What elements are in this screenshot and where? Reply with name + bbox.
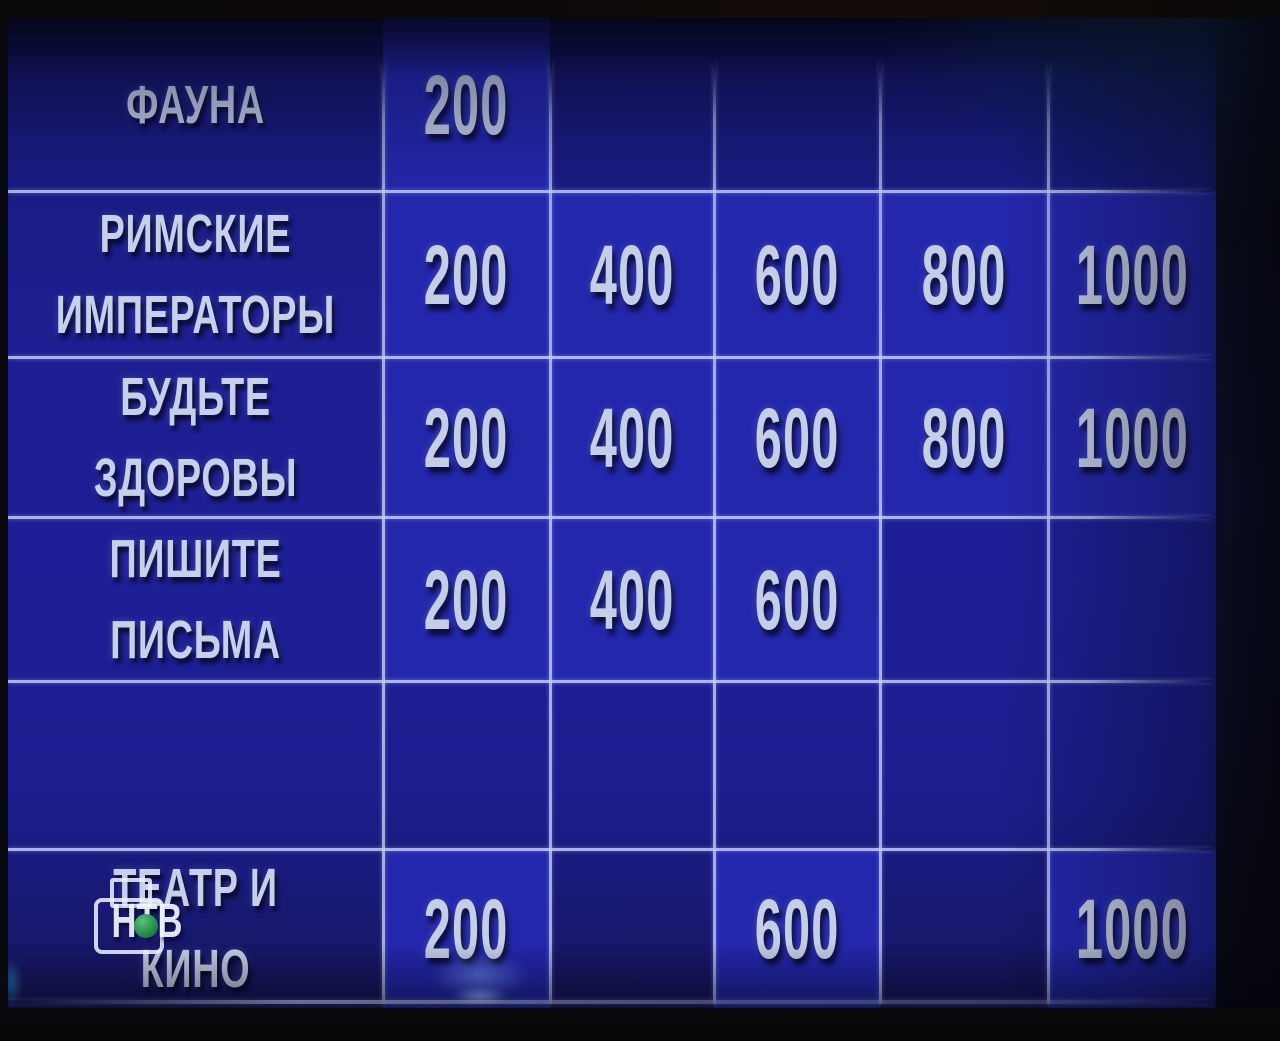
board-bottom-edge-line (8, 1000, 1212, 1004)
value-cell-empty (880, 518, 1048, 682)
ntv-logo-green-dot-icon (134, 914, 158, 938)
value-cell[interactable]: 800 (880, 358, 1048, 518)
value-cell-empty (880, 18, 1048, 192)
cell-value: 800 (921, 227, 1007, 322)
category-cell-roman-emperors: РИМСКИЕ ИМПЕРАТОРЫ (8, 192, 383, 358)
cell-value: 1000 (1075, 227, 1189, 322)
cell-value: 200 (424, 881, 509, 976)
value-cell[interactable]: 200 (383, 850, 550, 1008)
value-cell[interactable]: 1000 (1048, 850, 1216, 1008)
cell-value: 200 (424, 227, 509, 322)
category-label: ПИШИТЕ ПИСЬМА (109, 529, 282, 670)
right-edge-band (1216, 0, 1280, 1041)
cell-value: 600 (754, 881, 840, 976)
cell-value: 600 (754, 552, 840, 647)
value-cell[interactable]: 600 (714, 850, 880, 1008)
value-cell[interactable]: 600 (714, 518, 880, 682)
grid-vline (549, 62, 552, 1004)
grid-vline (1047, 62, 1050, 1004)
grid-hline (8, 516, 1212, 519)
cell-value: 400 (589, 552, 675, 647)
cell-value: 200 (424, 390, 509, 485)
ntv-logo: НТВ (88, 878, 208, 966)
value-cell-empty (1048, 682, 1216, 850)
category-cell-be-healthy: БУДЬТЕ ЗДОРОВЫ (8, 358, 383, 518)
category-cell-fauna: ФАУНА (8, 18, 383, 192)
grid-hline (8, 680, 1212, 683)
value-cell[interactable]: 1000 (1048, 358, 1216, 518)
category-cell-empty (8, 682, 383, 850)
cell-value: 600 (754, 227, 840, 322)
value-cell-empty (1048, 518, 1216, 682)
grid-vline (382, 62, 385, 1004)
category-label: РИМСКИЕ ИМПЕРАТОРЫ (55, 204, 336, 345)
value-cell[interactable]: 200 (383, 18, 550, 192)
value-cell[interactable]: 200 (383, 518, 550, 682)
category-cell-write-letters: ПИШИТЕ ПИСЬМА (8, 518, 383, 682)
value-cell-empty (880, 682, 1048, 850)
value-cell-empty (550, 18, 714, 192)
cell-value: 1000 (1075, 881, 1189, 976)
top-letterbox-bar (0, 0, 1280, 18)
value-cell[interactable]: 400 (550, 518, 714, 682)
cell-value: 800 (921, 390, 1007, 485)
cell-value: 400 (589, 227, 675, 322)
cell-value: 200 (424, 552, 509, 647)
cell-value: 600 (754, 390, 840, 485)
value-cell[interactable]: 800 (880, 192, 1048, 358)
category-label: ФАУНА (126, 74, 265, 135)
value-cell[interactable]: 400 (550, 192, 714, 358)
value-cell-empty (714, 18, 880, 192)
value-cell-empty (383, 682, 550, 850)
grid-vline (879, 62, 882, 1004)
value-cell-empty (550, 682, 714, 850)
jeopardy-board: ФАУНА 200 РИМСКИЕ ИМПЕРАТОРЫ 200 400 600… (8, 18, 1216, 1008)
category-label: БУДЬТЕ ЗДОРОВЫ (93, 367, 298, 508)
grid-vline (713, 62, 716, 1004)
value-cell-empty (1048, 18, 1216, 192)
grid-hline (8, 356, 1212, 359)
cell-value: 400 (589, 390, 675, 485)
value-cell[interactable]: 600 (714, 358, 880, 518)
value-cell[interactable]: 600 (714, 192, 880, 358)
left-edge-strip (0, 0, 8, 1041)
cell-value: 1000 (1075, 390, 1189, 485)
grid-hline (8, 848, 1212, 851)
value-cell-empty (714, 682, 880, 850)
value-cell-empty (550, 850, 714, 1008)
bottom-letterbox-bar (0, 1008, 1280, 1041)
value-cell[interactable]: 1000 (1048, 192, 1216, 358)
value-cell[interactable]: 200 (383, 358, 550, 518)
value-cell[interactable]: 400 (550, 358, 714, 518)
cell-value: 200 (424, 57, 509, 152)
value-cell-empty (880, 850, 1048, 1008)
grid-hline (8, 190, 1212, 193)
value-cell[interactable]: 200 (383, 192, 550, 358)
